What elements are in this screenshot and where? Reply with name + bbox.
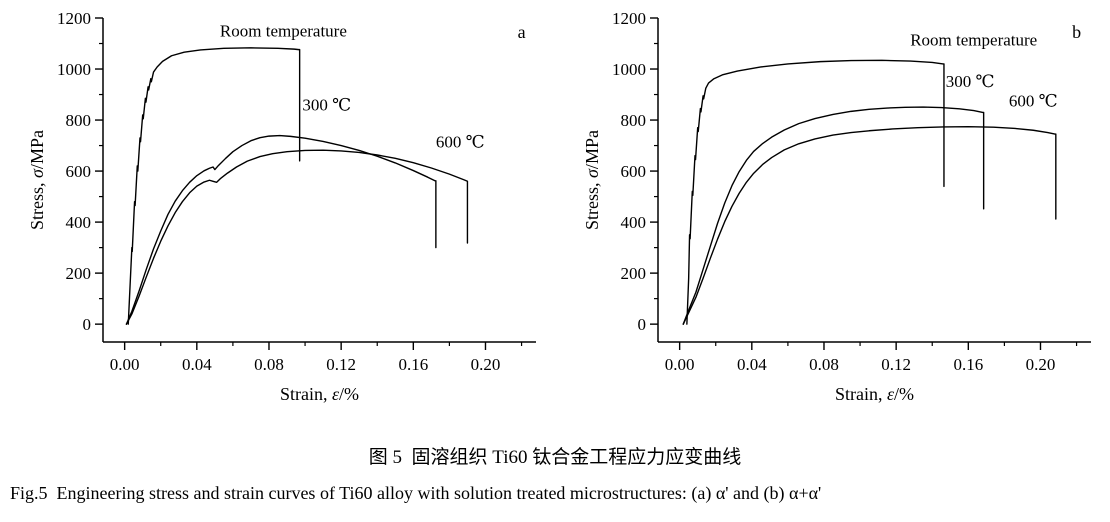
- y-tick-label: 1200: [57, 9, 91, 28]
- y-tick-label: 400: [621, 213, 647, 232]
- x-tick-label: 0.20: [1026, 355, 1056, 374]
- y-tick-label: 0: [638, 315, 647, 334]
- label-600c: 600 ℃: [1009, 91, 1058, 110]
- figure-caption-chinese: 图 5 固溶组织 Ti60 钛合金工程应力应变曲线: [368, 447, 742, 468]
- stress-strain-chart-a: 0 200 400 600 800 1000 1200 0.00 0.04 0.08 0.12 0.1…: [27, 9, 536, 404]
- x-tick-label: 0.04: [182, 355, 212, 374]
- x-axis-title: Strain, ε/%: [280, 384, 359, 404]
- y-tick-label: 1200: [612, 9, 646, 28]
- label-600c: 600 ℃: [436, 133, 485, 152]
- y-tick-label: 1000: [57, 60, 91, 79]
- x-axis-title: Strain, ε/%: [835, 384, 914, 404]
- x-tick-label: 0.04: [737, 355, 767, 374]
- y-tick-label: 600: [66, 162, 92, 181]
- panel-letter: a: [518, 22, 526, 42]
- x-tick-label: 0.20: [471, 355, 501, 374]
- series-line: [682, 106, 985, 325]
- y-axis-title: Stress, σ/MPa: [582, 130, 602, 230]
- y-tick-label: 200: [621, 264, 647, 283]
- x-tick-label: 0.12: [326, 355, 356, 374]
- series-line: [125, 134, 437, 325]
- y-tick-label: 600: [621, 162, 647, 181]
- chart-panel-b: 0 200 400 600 800 1000 1200 0.00 0.04 0.08 0.12 0.1…: [560, 4, 1105, 424]
- y-tick-label: 400: [66, 213, 92, 232]
- series-line: [682, 125, 1057, 325]
- x-tick-label: 0.16: [953, 355, 983, 374]
- x-tick-label: 0.08: [254, 355, 284, 374]
- chart-panel-a: 0 200 400 600 800 1000 1200 0.00 0.04 0.08 0.12 0.1…: [5, 4, 550, 424]
- y-axis-title: Stress, σ/MPa: [27, 130, 47, 230]
- x-tick-label: 0.00: [665, 355, 695, 374]
- charts-row: 0 200 400 600 800 1000 1200 0.00 0.04 0.08 0.12 0.1…: [5, 4, 1105, 424]
- x-tick-label: 0.08: [809, 355, 839, 374]
- y-tick-label: 1000: [612, 60, 646, 79]
- series-line: [686, 59, 945, 325]
- x-tick-label: 0.16: [398, 355, 428, 374]
- room-temperature-label: Room temperature: [910, 31, 1037, 50]
- y-tick-label: 800: [621, 111, 647, 130]
- y-tick-label: 800: [66, 111, 92, 130]
- y-tick-label: 200: [66, 264, 92, 283]
- x-tick-label: 0.00: [110, 355, 140, 374]
- y-tick-label: 0: [83, 315, 92, 334]
- x-tick-label: 0.12: [881, 355, 911, 374]
- stress-strain-chart-b: 0 200 400 600 800 1000 1200 0.00 0.04 0.08 0.12 0.1…: [582, 9, 1091, 404]
- figure-caption-english: Fig.5 Engineering stress and strain curv…: [10, 483, 822, 503]
- label-300c: 300 ℃: [302, 95, 351, 114]
- label-300c: 300 ℃: [946, 72, 995, 91]
- room-temperature-label: Room temperature: [220, 21, 347, 40]
- panel-letter: b: [1072, 22, 1081, 42]
- series-line: [127, 47, 301, 325]
- series-line: [125, 149, 469, 325]
